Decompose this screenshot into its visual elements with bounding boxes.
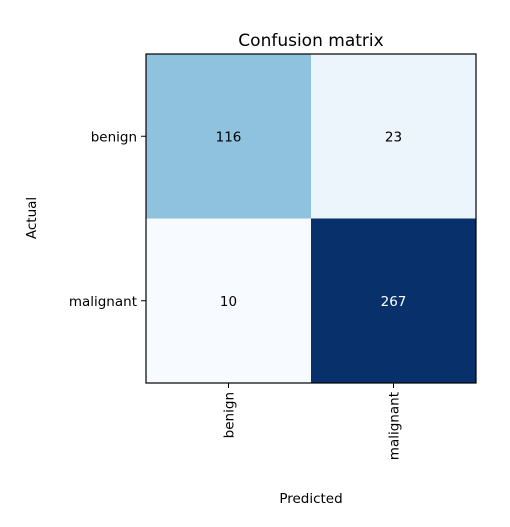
heatmap-cell (311, 218, 477, 384)
x-tick-label: malignant (387, 392, 403, 460)
heatmap-cell (311, 54, 477, 219)
cell-value-label: 267 (381, 294, 407, 310)
chart-title: Confusion matrix (238, 31, 383, 51)
x-axis-ticks: benign malignant (222, 383, 403, 460)
cell-value-label: 23 (385, 129, 402, 145)
plot-frame (145, 53, 477, 384)
x-axis-label: Predicted (279, 491, 342, 507)
y-axis-ticks: benign malignant (69, 129, 146, 310)
y-tick-label: malignant (69, 294, 137, 310)
y-axis-label: Actual (24, 197, 40, 239)
x-tick-label: benign (222, 392, 238, 438)
cell-value-label: 10 (220, 294, 237, 310)
heatmap-cells: 116 23 10 267 (146, 54, 477, 384)
heatmap-cell (146, 54, 312, 219)
heatmap-cell (146, 218, 312, 384)
cell-value-label: 116 (216, 129, 242, 145)
y-tick-label: benign (91, 129, 137, 145)
